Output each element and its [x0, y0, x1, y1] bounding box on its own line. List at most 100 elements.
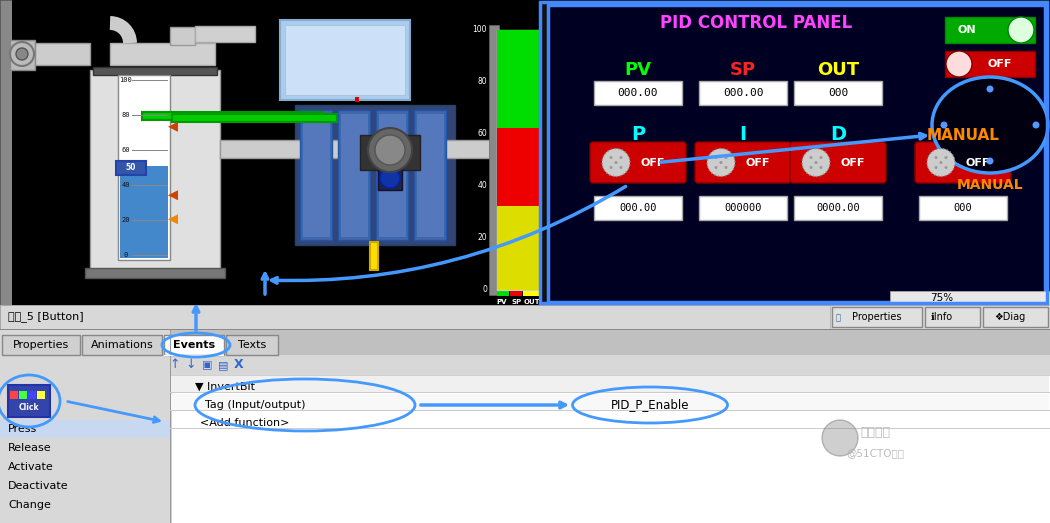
Bar: [594, 81, 682, 105]
Circle shape: [16, 48, 28, 60]
Text: Release: Release: [8, 443, 51, 453]
Bar: [170, 410, 1050, 411]
Bar: [132, 220, 168, 221]
Circle shape: [945, 166, 947, 169]
Bar: [414, 110, 446, 240]
Bar: [171, 376, 1049, 393]
Text: OFF: OFF: [746, 157, 771, 167]
Bar: [412, 140, 502, 158]
Bar: [360, 135, 420, 170]
Text: ↓: ↓: [186, 358, 196, 371]
Text: 按鈕_5 [Button]: 按鈕_5 [Button]: [8, 312, 84, 323]
Circle shape: [724, 156, 728, 159]
Text: PV: PV: [625, 61, 651, 79]
Text: 80: 80: [478, 77, 487, 86]
Circle shape: [819, 166, 822, 169]
Circle shape: [609, 156, 612, 159]
Circle shape: [614, 161, 617, 164]
FancyBboxPatch shape: [695, 142, 791, 183]
Bar: [2, 335, 80, 355]
Text: 40: 40: [122, 182, 130, 188]
Bar: [170, 392, 1050, 393]
Bar: [794, 81, 882, 105]
Text: 000: 000: [953, 203, 972, 213]
Circle shape: [609, 166, 612, 169]
Bar: [195, 26, 255, 42]
Circle shape: [375, 135, 405, 165]
Bar: [37, 391, 45, 399]
Bar: [699, 81, 788, 105]
Circle shape: [1008, 17, 1034, 43]
Text: 000.00: 000.00: [617, 88, 658, 98]
Bar: [890, 291, 1050, 305]
Circle shape: [927, 149, 956, 176]
Text: Properties: Properties: [13, 340, 69, 350]
Bar: [945, 51, 1035, 77]
Text: 80: 80: [122, 112, 130, 118]
Circle shape: [10, 42, 34, 66]
Bar: [497, 30, 539, 290]
Circle shape: [940, 161, 943, 164]
Text: MANUAL: MANUAL: [926, 128, 1000, 142]
Text: 100: 100: [472, 26, 487, 35]
Circle shape: [714, 166, 717, 169]
Text: ▣: ▣: [202, 360, 212, 370]
Text: Press: Press: [8, 424, 37, 434]
Bar: [0, 329, 1050, 330]
Bar: [0, 330, 170, 523]
Bar: [170, 27, 195, 45]
Bar: [0, 0, 1050, 305]
Bar: [925, 307, 980, 327]
Text: OUT: OUT: [524, 299, 541, 305]
Bar: [523, 291, 539, 296]
Text: 75%: 75%: [930, 293, 953, 303]
Bar: [132, 150, 168, 151]
Bar: [378, 168, 402, 190]
Bar: [338, 110, 370, 240]
Bar: [85, 268, 225, 278]
Text: PV: PV: [497, 299, 507, 305]
Text: MANUAL: MANUAL: [957, 178, 1024, 192]
Text: Activate: Activate: [8, 462, 54, 472]
Circle shape: [987, 157, 993, 165]
Circle shape: [1032, 121, 1040, 129]
Text: 000: 000: [827, 88, 848, 98]
Polygon shape: [168, 190, 178, 200]
Bar: [164, 355, 224, 356]
Text: Click: Click: [19, 404, 39, 413]
Text: 60: 60: [122, 147, 130, 153]
Bar: [699, 196, 788, 220]
Circle shape: [941, 121, 947, 129]
Bar: [142, 112, 322, 120]
Text: ▼ InvertBit: ▼ InvertBit: [195, 382, 255, 392]
Text: Tag (Input/output): Tag (Input/output): [205, 400, 306, 410]
Text: 50: 50: [126, 164, 136, 173]
Circle shape: [810, 166, 813, 169]
Polygon shape: [168, 122, 178, 132]
Bar: [300, 110, 332, 240]
Bar: [540, 2, 1047, 303]
Bar: [302, 113, 330, 237]
Text: 🔍: 🔍: [836, 313, 841, 323]
Bar: [10, 40, 35, 70]
Circle shape: [602, 149, 630, 176]
Ellipse shape: [932, 77, 1048, 173]
Bar: [548, 5, 1045, 302]
Circle shape: [724, 166, 728, 169]
Bar: [0, 355, 1050, 375]
Bar: [132, 115, 168, 116]
Circle shape: [934, 166, 938, 169]
Text: Change: Change: [8, 500, 50, 510]
Circle shape: [707, 149, 735, 176]
Bar: [8, 385, 50, 417]
Text: ON: ON: [958, 25, 976, 35]
Bar: [794, 196, 882, 220]
Text: I: I: [739, 126, 747, 144]
Circle shape: [934, 156, 938, 159]
Bar: [594, 196, 682, 220]
Bar: [497, 206, 539, 290]
Bar: [983, 307, 1048, 327]
Bar: [30, 43, 90, 65]
Text: SP: SP: [730, 61, 756, 79]
Bar: [226, 335, 278, 355]
